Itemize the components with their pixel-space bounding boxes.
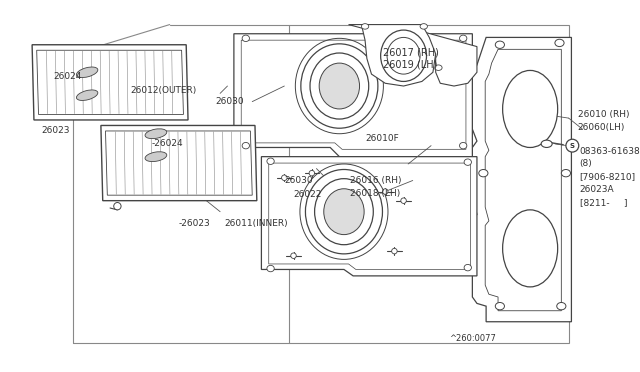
Ellipse shape xyxy=(502,70,557,147)
Text: ^260:0077: ^260:0077 xyxy=(449,334,496,343)
Ellipse shape xyxy=(267,158,275,164)
Text: 26024: 26024 xyxy=(53,72,81,81)
Ellipse shape xyxy=(315,179,373,245)
Ellipse shape xyxy=(145,152,167,161)
Ellipse shape xyxy=(291,253,296,259)
Text: 26060(LH): 26060(LH) xyxy=(578,123,625,132)
Ellipse shape xyxy=(301,44,378,128)
Ellipse shape xyxy=(319,63,360,109)
Ellipse shape xyxy=(267,265,275,272)
Text: 26023: 26023 xyxy=(41,126,70,135)
Ellipse shape xyxy=(381,30,426,81)
Ellipse shape xyxy=(309,170,315,176)
Ellipse shape xyxy=(464,159,472,166)
Ellipse shape xyxy=(305,170,383,254)
Ellipse shape xyxy=(555,39,564,46)
Ellipse shape xyxy=(282,175,287,180)
Ellipse shape xyxy=(392,248,397,254)
Ellipse shape xyxy=(401,198,406,203)
Text: 26016 (RH): 26016 (RH) xyxy=(350,176,402,185)
Polygon shape xyxy=(261,157,477,276)
Text: 26018 (LH): 26018 (LH) xyxy=(350,189,401,198)
Text: 26030: 26030 xyxy=(216,97,244,106)
Text: (8): (8) xyxy=(580,160,593,169)
Ellipse shape xyxy=(76,67,98,77)
Text: 26011(INNER): 26011(INNER) xyxy=(225,219,289,228)
Text: [8211-     ]: [8211- ] xyxy=(580,198,627,207)
Text: S: S xyxy=(570,142,575,149)
Ellipse shape xyxy=(460,35,467,42)
Ellipse shape xyxy=(387,38,420,74)
Circle shape xyxy=(566,139,579,152)
Ellipse shape xyxy=(557,302,566,310)
Ellipse shape xyxy=(383,189,388,194)
Polygon shape xyxy=(101,125,257,201)
Ellipse shape xyxy=(145,129,167,139)
Ellipse shape xyxy=(495,302,504,310)
Text: 26022: 26022 xyxy=(294,190,322,199)
Polygon shape xyxy=(472,38,572,322)
Ellipse shape xyxy=(310,53,369,119)
Text: -26023: -26023 xyxy=(179,219,211,228)
Polygon shape xyxy=(420,31,477,86)
Ellipse shape xyxy=(362,24,369,29)
Text: 26012(OUTER): 26012(OUTER) xyxy=(131,86,196,95)
Text: 08363-61638: 08363-61638 xyxy=(580,147,640,155)
Ellipse shape xyxy=(420,24,428,29)
Ellipse shape xyxy=(435,65,442,70)
Polygon shape xyxy=(349,25,436,86)
Ellipse shape xyxy=(324,189,364,235)
Text: 26010 (RH): 26010 (RH) xyxy=(578,110,629,119)
Text: 26019 (LH): 26019 (LH) xyxy=(383,60,438,70)
Ellipse shape xyxy=(460,142,467,149)
Ellipse shape xyxy=(242,142,250,149)
Text: 26010F: 26010F xyxy=(365,134,399,143)
Ellipse shape xyxy=(541,140,552,147)
Ellipse shape xyxy=(479,170,488,177)
Ellipse shape xyxy=(242,35,250,42)
Ellipse shape xyxy=(76,90,98,100)
Ellipse shape xyxy=(502,210,557,287)
Text: 26030: 26030 xyxy=(284,176,313,185)
Text: -26024: -26024 xyxy=(151,139,183,148)
Text: 26017 (RH): 26017 (RH) xyxy=(383,47,439,57)
Text: 26023A: 26023A xyxy=(580,185,614,194)
Text: [7906-8210]: [7906-8210] xyxy=(580,172,636,181)
Ellipse shape xyxy=(114,202,121,210)
Ellipse shape xyxy=(561,170,570,177)
Polygon shape xyxy=(32,45,188,120)
Polygon shape xyxy=(234,34,472,157)
Ellipse shape xyxy=(464,264,472,271)
Ellipse shape xyxy=(495,41,504,48)
